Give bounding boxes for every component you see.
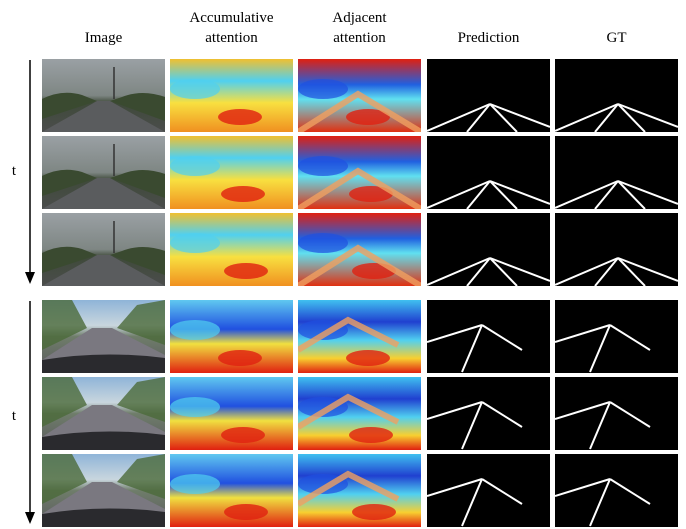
cell [555, 454, 678, 527]
cell-content [42, 300, 165, 373]
hot-spot [346, 350, 390, 366]
cell-content [170, 454, 293, 527]
cold-spot [298, 233, 348, 253]
cell [427, 454, 550, 527]
cell-content [42, 377, 165, 450]
row-label: t [12, 163, 17, 179]
cell [427, 377, 550, 450]
column-header: attention [205, 30, 258, 46]
cell-content [427, 454, 550, 527]
cell-content [555, 213, 678, 286]
cell [298, 377, 421, 450]
cell [555, 300, 678, 373]
cell-content [427, 300, 550, 373]
cold-spot [170, 156, 220, 176]
hot-spot [218, 109, 262, 125]
cell [170, 454, 293, 527]
cell [555, 59, 678, 132]
cell-content [298, 454, 421, 527]
cell-content [42, 213, 165, 286]
cell-content [42, 59, 165, 132]
figure: Image Accumulative attention Adjacent attent… [0, 0, 686, 529]
hot-spot [224, 504, 268, 520]
mask [555, 213, 678, 286]
mask [427, 136, 550, 209]
cell-content [42, 136, 165, 209]
cell-content [298, 213, 421, 286]
cell-content [170, 136, 293, 209]
cold-spot [170, 320, 220, 340]
cell-content [427, 136, 550, 209]
cell-content [555, 136, 678, 209]
mask [427, 59, 550, 132]
cell [298, 213, 421, 286]
cell [170, 300, 293, 373]
cell [555, 136, 678, 209]
cold-spot [298, 79, 348, 99]
cell [427, 300, 550, 373]
cell [42, 136, 165, 209]
mask [555, 136, 678, 209]
cell [298, 136, 421, 209]
cell-content [298, 300, 421, 373]
cell-content [42, 454, 165, 527]
mask [427, 213, 550, 286]
cell-content [427, 377, 550, 450]
row-label: t [12, 408, 17, 424]
cold-spot [298, 156, 348, 176]
cell [42, 300, 165, 373]
cell [298, 300, 421, 373]
hot-spot [221, 427, 265, 443]
mask [555, 59, 678, 132]
cell-content [170, 377, 293, 450]
cell [42, 213, 165, 286]
cell-content [555, 377, 678, 450]
hot-spot [221, 186, 265, 202]
cell [427, 136, 550, 209]
cell-content [170, 59, 293, 132]
cell [42, 377, 165, 450]
cell [170, 59, 293, 132]
cell [170, 213, 293, 286]
cell-content [298, 59, 421, 132]
cell-content [427, 213, 550, 286]
cell [298, 454, 421, 527]
cold-spot [170, 79, 220, 99]
cell-content [298, 377, 421, 450]
arrow-head [25, 272, 35, 284]
cell [42, 59, 165, 132]
cold-spot [170, 474, 220, 494]
hot-spot [352, 504, 396, 520]
cell [170, 136, 293, 209]
cold-spot [170, 397, 220, 417]
cell [427, 59, 550, 132]
column-header: Image [85, 30, 123, 46]
cell-content [555, 300, 678, 373]
arrow-head [25, 512, 35, 524]
cell [427, 213, 550, 286]
cell-content [555, 59, 678, 132]
hot-spot [218, 350, 262, 366]
column-header: GT [607, 30, 627, 46]
hot-spot [224, 263, 268, 279]
cell [42, 454, 165, 527]
column-header: Prediction [458, 30, 520, 46]
cell-content [427, 59, 550, 132]
time-arrows [25, 60, 35, 524]
cell [170, 377, 293, 450]
cell-content [170, 300, 293, 373]
cold-spot [170, 233, 220, 253]
column-header: Adjacent [332, 10, 387, 26]
cell-content [170, 213, 293, 286]
cell [555, 377, 678, 450]
cell-content [555, 454, 678, 527]
cell [555, 213, 678, 286]
column-header: Accumulative [189, 10, 273, 26]
cell [298, 59, 421, 132]
column-header: attention [333, 30, 386, 46]
cell-content [298, 136, 421, 209]
hot-spot [349, 427, 393, 443]
